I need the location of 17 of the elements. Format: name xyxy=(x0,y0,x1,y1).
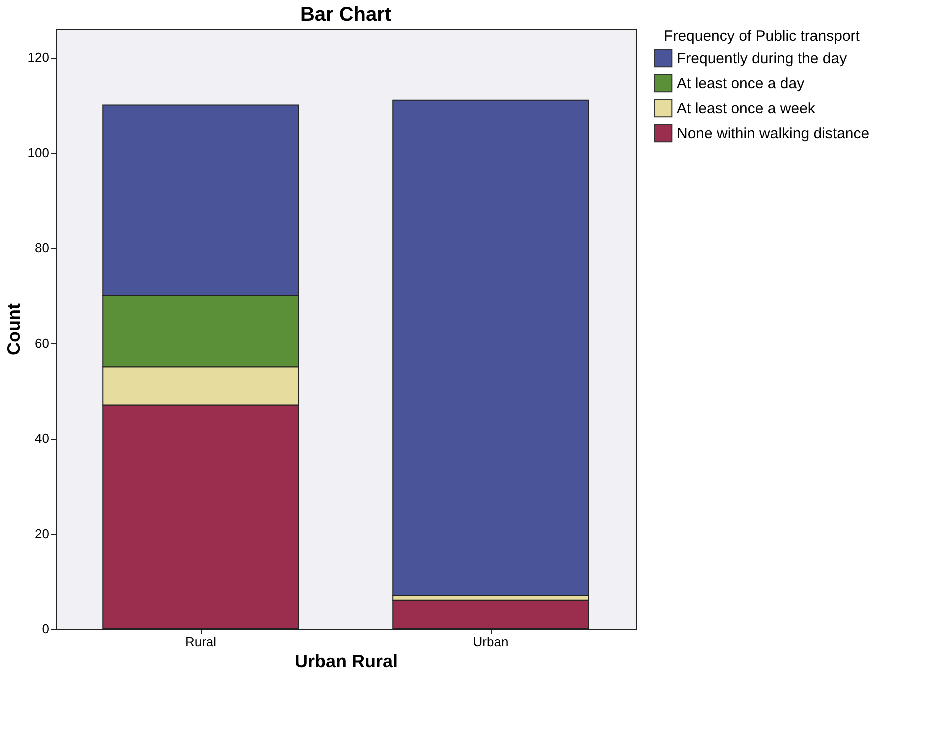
chart-title: Bar Chart xyxy=(300,4,392,26)
y-tick-label: 40 xyxy=(35,431,50,446)
legend-label: None within walking distance xyxy=(677,126,870,142)
y-tick-label: 20 xyxy=(35,526,50,542)
legend-title: Frequency of Public transport xyxy=(664,28,861,45)
y-tick-label: 80 xyxy=(35,240,50,256)
x-tick-label: Urban xyxy=(473,634,509,650)
y-axis-title: Count xyxy=(4,304,24,356)
y-tick-label: 100 xyxy=(28,145,50,160)
y-tick-label: 0 xyxy=(42,622,50,636)
x-tick-label: Rural xyxy=(185,634,217,650)
legend-label: At least once a day xyxy=(677,76,806,92)
x-axis-title: Urban Rural xyxy=(294,652,398,672)
y-tick-label: 120 xyxy=(28,50,50,66)
legend-label: At least once a week xyxy=(677,100,816,118)
y-tick-label: 60 xyxy=(35,336,50,351)
legend-label: Frequently during the day xyxy=(677,50,848,68)
